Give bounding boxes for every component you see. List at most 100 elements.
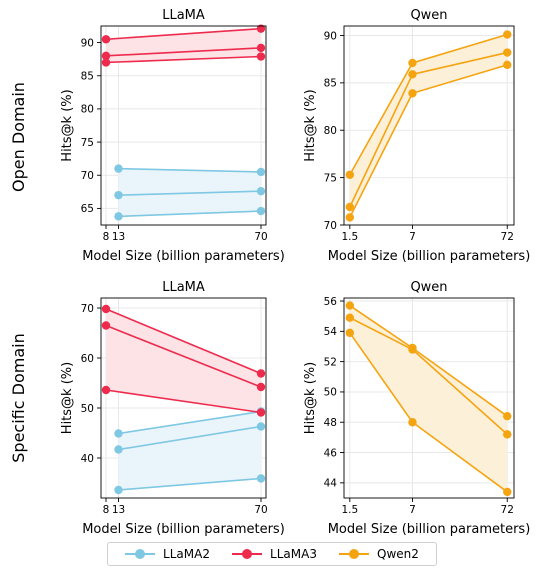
x-tick-label-1: 7 [409, 231, 416, 243]
series-line-llama2-2 [118, 410, 262, 435]
data-point-llama2-0-1 [256, 474, 266, 483]
x-tick-label-2: 70 [254, 504, 267, 516]
data-point-qwen2-1-1 [408, 70, 417, 79]
y-tick-label-1: 46 [324, 447, 338, 459]
plot-frame [343, 297, 515, 499]
series-line-llama2-0 [118, 210, 262, 218]
data-point-llama3-2-0 [101, 35, 111, 44]
series-line-llama3-0 [105, 389, 262, 414]
x-axis-label: Model Size (billion parameters) [82, 249, 285, 264]
y-tick-label-2: 75 [81, 137, 94, 149]
y-tick-label-0: 40 [81, 453, 94, 465]
data-point-llama2-1-0 [114, 190, 123, 200]
data-point-qwen2-2-0 [345, 301, 355, 310]
data-point-llama3-0-0 [101, 385, 111, 395]
legend-item-llama3: LLaMA3 [232, 547, 317, 561]
data-point-llama2-2-1 [256, 167, 266, 177]
y-tick-label-2: 48 [324, 417, 337, 429]
data-point-llama3-0-1 [256, 52, 266, 61]
y-tick-label-2: 80 [324, 125, 337, 137]
panel-title: LLaMA [162, 8, 205, 23]
legend-label-llama3: LLaMA3 [270, 547, 317, 561]
data-point-qwen2-2-2 [503, 411, 512, 421]
y-tick-label-3: 70 [81, 303, 94, 315]
y-tick-label-1: 75 [324, 172, 337, 184]
y-tick-label-3: 50 [324, 387, 337, 399]
y-axis-label: Hits@k (%) [60, 362, 75, 434]
legend-marker-qwen2 [339, 549, 370, 559]
panel-title: Qwen [410, 280, 447, 295]
data-point-qwen2-2-1 [408, 343, 417, 353]
range-band-qwen2 [349, 305, 508, 492]
data-point-qwen2-0-2 [503, 487, 512, 497]
x-tick-label-2: 72 [501, 504, 514, 516]
chart-panel-specific-qwen: 1.5 7 72 44 46 48 50 52 54 56 Qwen Model Size (bill… [303, 280, 530, 537]
range-band-llama3 [106, 309, 261, 413]
row-label-open-domain: Open Domain [9, 82, 28, 192]
x-tick-label-2: 72 [501, 231, 514, 243]
y-tick-label-4: 85 [81, 71, 94, 83]
data-point-llama3-0-0 [101, 58, 111, 67]
y-tick-label-6: 56 [324, 296, 338, 308]
legend-item-llama2: LLaMA2 [125, 547, 210, 561]
y-axis-label: Hits@k (%) [303, 362, 318, 434]
y-axis-label: Hits@k (%) [303, 89, 318, 161]
data-point-qwen2-1-2 [503, 430, 512, 439]
series-line-llama3-1 [105, 47, 262, 57]
data-point-qwen2-2-0 [345, 170, 355, 179]
plot-frame [100, 297, 267, 499]
range-band-llama2 [118, 411, 261, 490]
x-tick-label-0: 8 [103, 504, 110, 516]
data-point-qwen2-2-1 [408, 58, 417, 68]
series-line-llama3-0 [105, 55, 262, 64]
data-point-qwen2-1-0 [345, 313, 355, 322]
y-tick-label-4: 90 [324, 30, 337, 42]
chart-panel-open-llama: 8 13 70 65 70 75 80 85 90 LLaMA Model Size (billio… [60, 8, 285, 264]
data-point-qwen2-0-0 [345, 328, 355, 338]
x-tick-label-1: 7 [409, 504, 416, 516]
data-point-llama2-2-0 [114, 429, 123, 438]
data-point-llama2-2-0 [114, 164, 123, 173]
data-point-qwen2-1-0 [345, 202, 355, 212]
data-point-qwen2-2-2 [503, 30, 512, 39]
data-point-llama3-2-0 [101, 304, 111, 314]
y-tick-label-1: 50 [81, 403, 94, 415]
data-point-qwen2-0-0 [345, 213, 355, 222]
data-point-llama3-0-1 [256, 408, 266, 417]
data-point-llama3-1-0 [101, 321, 111, 330]
data-point-llama2-0-0 [114, 212, 123, 221]
legend-label-llama2: LLaMA2 [163, 547, 210, 561]
data-point-qwen2-0-1 [408, 418, 417, 427]
y-tick-label-3: 80 [81, 104, 94, 116]
row-label-specific-domain: Specific Domain [9, 333, 28, 462]
data-point-qwen2-0-1 [408, 89, 417, 98]
data-point-llama2-1-0 [114, 445, 123, 454]
plot-frame [100, 25, 267, 226]
data-point-qwen2-0-2 [503, 60, 512, 70]
series-line-llama3-2 [105, 27, 262, 41]
data-point-llama3-2-1 [256, 369, 266, 378]
y-tick-label-2: 60 [81, 353, 94, 365]
x-tick-label-0: 8 [103, 231, 110, 243]
plot-frame [343, 25, 515, 226]
y-tick-label-0: 65 [81, 203, 94, 215]
series-line-llama2-1 [118, 425, 262, 451]
x-axis-label: Model Size (billion parameters) [328, 522, 531, 537]
legend-item-qwen2: Qwen2 [339, 547, 419, 561]
data-point-llama3-1-1 [256, 382, 266, 392]
data-point-llama2-1-1 [256, 186, 266, 196]
series-line-llama3-2 [105, 308, 262, 375]
data-point-llama2-1-1 [256, 422, 266, 431]
series-line-llama2-1 [118, 190, 262, 196]
data-point-llama3-1-0 [101, 51, 111, 61]
data-point-llama2-0-1 [256, 206, 266, 216]
panel-title: LLaMA [162, 280, 205, 295]
y-axis-label: Hits@k (%) [60, 89, 75, 161]
y-tick-label-5: 54 [324, 326, 338, 338]
x-axis-label: Model Size (billion parameters) [82, 522, 285, 537]
x-tick-label-2: 70 [254, 231, 267, 243]
svg-text:Open Domain: Open Domain [9, 82, 28, 192]
y-tick-label-5: 90 [81, 37, 94, 49]
series-line-llama3-1 [105, 324, 262, 388]
series-line-llama2-0 [118, 477, 262, 491]
